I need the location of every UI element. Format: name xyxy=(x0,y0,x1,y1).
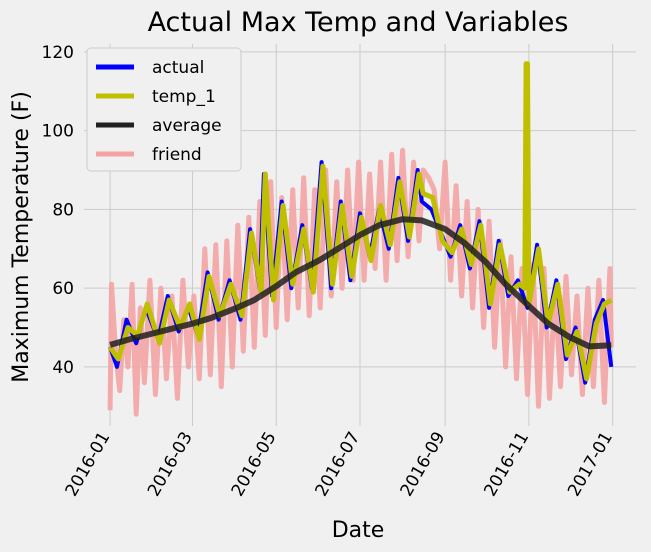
legend-box xyxy=(86,47,242,172)
chart-title: Actual Max Temp and Variables xyxy=(148,7,569,38)
y-axis-label: Maximum Temperature (F) xyxy=(9,91,34,383)
y-tick-label: 60 xyxy=(52,279,74,299)
legend-label: friend xyxy=(152,145,202,165)
series-line-average xyxy=(109,216,612,350)
y-tick-label: 80 xyxy=(52,200,74,220)
y-tick-label: 40 xyxy=(52,358,74,378)
x-axis-label: Date xyxy=(332,518,385,543)
legend-label: average xyxy=(152,116,222,136)
y-axis-ticks: 40 60 80 100 120 xyxy=(42,43,74,378)
legend-label: temp_1 xyxy=(152,87,216,107)
y-tick-label: 120 xyxy=(42,43,74,63)
plot-area xyxy=(107,61,614,417)
legend-label: actual xyxy=(152,58,204,78)
series-line-friend xyxy=(107,147,614,417)
y-tick-label: 100 xyxy=(42,122,74,142)
